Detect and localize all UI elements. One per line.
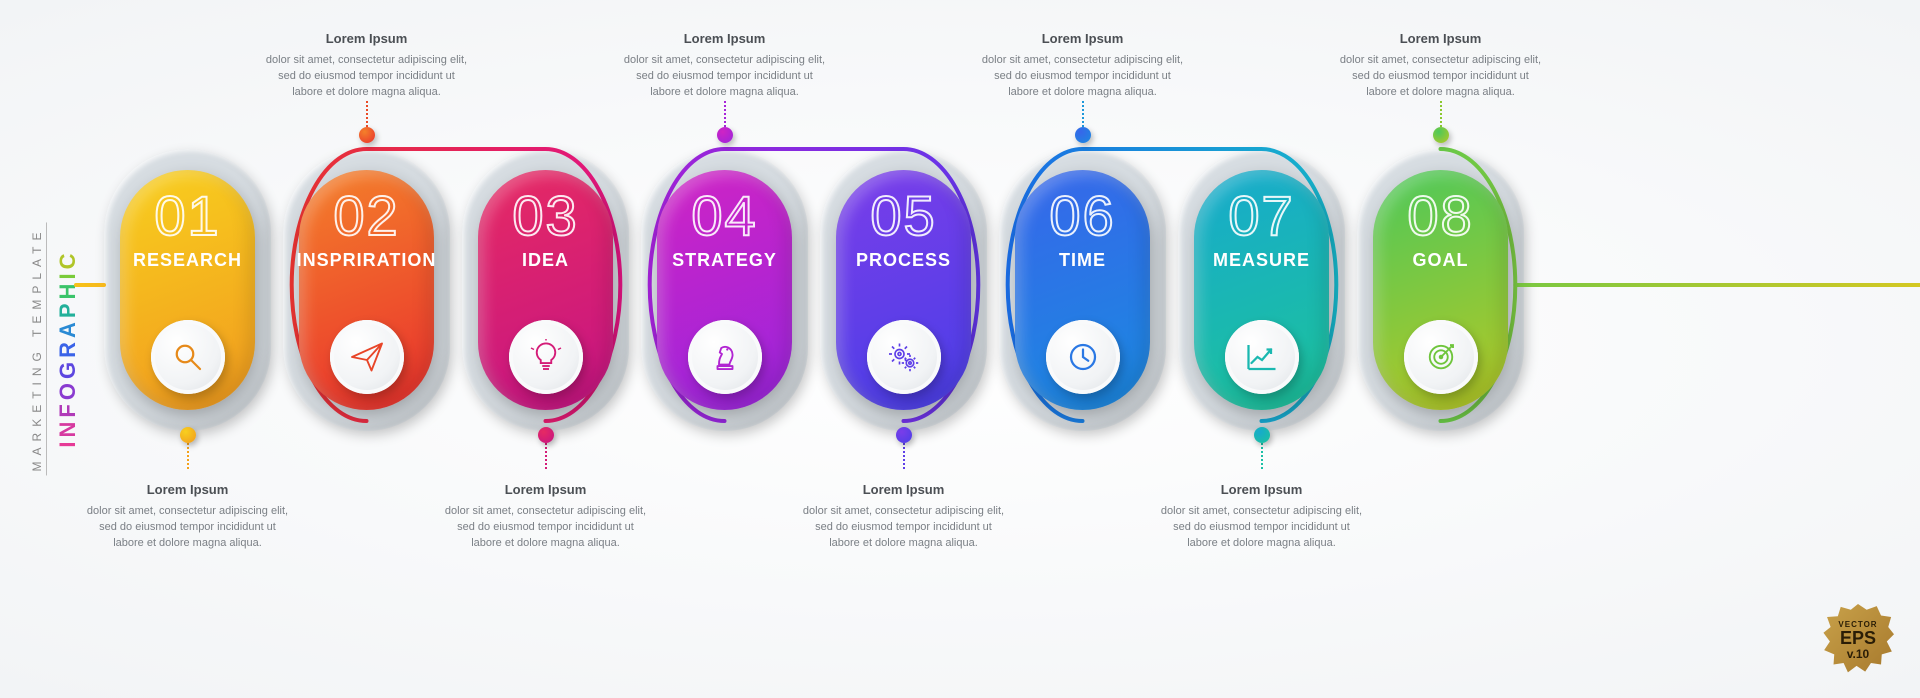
step-label: STRATEGY <box>672 250 777 271</box>
gears-icon <box>867 320 941 394</box>
magnifier-icon <box>151 320 225 394</box>
step-pill-4: 04 STRATEGY <box>657 165 792 415</box>
infographic-side-title: INFOGRAPHIC MARKETING TEMPLATE <box>28 223 79 476</box>
step-label: TIME <box>1059 250 1106 271</box>
steps-row: 01 RESEARCH 02 INSPRIRATION 03 IDEA 04 S… <box>120 165 1900 415</box>
callout-heading: Lorem Ipsum <box>441 481 651 500</box>
clock-icon <box>1046 320 1120 394</box>
callout-heading: Lorem Ipsum <box>262 30 472 49</box>
step-callout-3: Lorem Ipsum dolor sit amet, consectetur … <box>441 481 651 552</box>
step-pill-7: 07 MEASURE <box>1194 165 1329 415</box>
callout-body: dolor sit amet, consectetur adipiscing e… <box>799 504 1009 552</box>
step-pill-5: 05 PROCESS <box>836 165 971 415</box>
step-pill-6: 06 TIME <box>1015 165 1150 415</box>
step-number: 08 <box>1407 188 1473 244</box>
step-pill-8: 08 GOAL <box>1373 165 1508 415</box>
pill-body: 07 MEASURE <box>1194 170 1329 410</box>
callout-heading: Lorem Ipsum <box>83 481 293 500</box>
callout-body: dolor sit amet, consectetur adipiscing e… <box>441 504 651 552</box>
step-number: 05 <box>870 188 936 244</box>
pill-body: 04 STRATEGY <box>657 170 792 410</box>
step-callout-8: Lorem Ipsum dolor sit amet, consectetur … <box>1336 30 1546 101</box>
step-number: 01 <box>154 188 220 244</box>
eps-vector-badge: VECTOR EPS v.10 <box>1822 604 1894 676</box>
badge-mid-text: EPS <box>1840 629 1876 647</box>
callout-dot <box>1254 427 1270 443</box>
chess-knight-icon <box>688 320 762 394</box>
callout-dot <box>180 427 196 443</box>
pill-body: 08 GOAL <box>1373 170 1508 410</box>
badge-version-text: v.10 <box>1847 647 1869 661</box>
step-pill-1: 01 RESEARCH <box>120 165 255 415</box>
callout-body: dolor sit amet, consectetur adipiscing e… <box>1157 504 1367 552</box>
callout-dot <box>896 427 912 443</box>
step-callout-1: Lorem Ipsum dolor sit amet, consectetur … <box>83 481 293 552</box>
callout-heading: Lorem Ipsum <box>799 481 1009 500</box>
callout-body: dolor sit amet, consectetur adipiscing e… <box>83 504 293 552</box>
target-icon <box>1404 320 1478 394</box>
step-label: MEASURE <box>1213 250 1310 271</box>
line-chart-icon <box>1225 320 1299 394</box>
pill-body: 06 TIME <box>1015 170 1150 410</box>
pill-body: 05 PROCESS <box>836 170 971 410</box>
callout-dot <box>717 127 733 143</box>
step-number: 06 <box>1049 188 1115 244</box>
callout-body: dolor sit amet, consectetur adipiscing e… <box>978 53 1188 101</box>
step-label: GOAL <box>1413 250 1469 271</box>
step-callout-2: Lorem Ipsum dolor sit amet, consectetur … <box>262 30 472 101</box>
lightbulb-icon <box>509 320 583 394</box>
side-title-subtitle: MARKETING TEMPLATE <box>28 223 47 476</box>
step-number: 04 <box>691 188 757 244</box>
step-pill-3: 03 IDEA <box>478 165 613 415</box>
step-callout-4: Lorem Ipsum dolor sit amet, consectetur … <box>620 30 830 101</box>
callout-body: dolor sit amet, consectetur adipiscing e… <box>1336 53 1546 101</box>
step-number: 07 <box>1228 188 1294 244</box>
pill-body: 01 RESEARCH <box>120 170 255 410</box>
callout-body: dolor sit amet, consectetur adipiscing e… <box>262 53 472 101</box>
pill-body: 03 IDEA <box>478 170 613 410</box>
step-label: INSPRIRATION <box>297 250 437 271</box>
step-label: RESEARCH <box>133 250 242 271</box>
pill-body: 02 INSPRIRATION <box>299 170 434 410</box>
step-number: 03 <box>512 188 578 244</box>
step-callout-5: Lorem Ipsum dolor sit amet, consectetur … <box>799 481 1009 552</box>
callout-heading: Lorem Ipsum <box>620 30 830 49</box>
step-callout-6: Lorem Ipsum dolor sit amet, consectetur … <box>978 30 1188 101</box>
callout-dot <box>538 427 554 443</box>
callout-dot <box>359 127 375 143</box>
callout-heading: Lorem Ipsum <box>1336 30 1546 49</box>
step-callout-7: Lorem Ipsum dolor sit amet, consectetur … <box>1157 481 1367 552</box>
step-label: PROCESS <box>856 250 951 271</box>
callout-dot <box>1075 127 1091 143</box>
callout-body: dolor sit amet, consectetur adipiscing e… <box>620 53 830 101</box>
step-number: 02 <box>333 188 399 244</box>
callout-heading: Lorem Ipsum <box>1157 481 1367 500</box>
paper-plane-icon <box>330 320 404 394</box>
step-pill-2: 02 INSPRIRATION <box>299 165 434 415</box>
side-title-word: INFOGRAPHIC <box>57 250 79 448</box>
callout-dot <box>1433 127 1449 143</box>
callout-heading: Lorem Ipsum <box>978 30 1188 49</box>
step-label: IDEA <box>522 250 569 271</box>
